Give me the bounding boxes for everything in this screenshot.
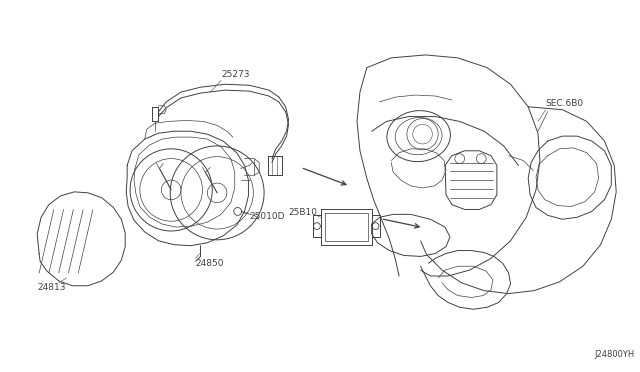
Text: SEC.6B0: SEC.6B0 — [546, 99, 584, 108]
Text: J24800YH: J24800YH — [595, 350, 635, 359]
Text: 24850: 24850 — [196, 259, 224, 268]
Text: 25B10: 25B10 — [288, 208, 317, 217]
Text: 25273: 25273 — [221, 70, 250, 79]
Text: 25010D: 25010D — [250, 212, 285, 221]
Text: 24813: 24813 — [37, 283, 66, 292]
